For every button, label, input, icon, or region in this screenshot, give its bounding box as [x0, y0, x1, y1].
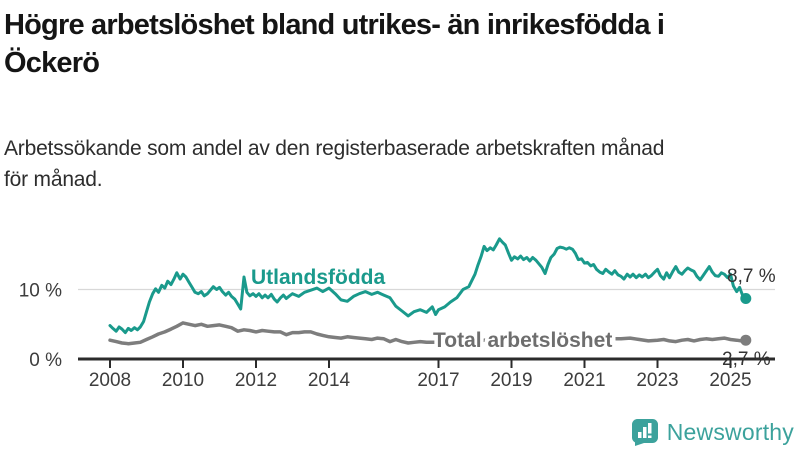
series-end-dot-total-arbetsloshet: [740, 334, 752, 346]
x-axis-tick-label: 2023: [636, 370, 678, 391]
x-axis-tick-label: 2017: [417, 370, 459, 391]
bar-chart-speech-bubble-icon: [631, 419, 658, 446]
logo-bubble-tail: [634, 438, 644, 446]
x-axis-tick-label: 2008: [89, 370, 131, 391]
x-axis-tick-label: 2021: [563, 370, 605, 391]
logo-exclamation-bar: [647, 423, 652, 434]
series-end-dot-utlandsfodda: [740, 293, 752, 304]
y-axis-tick-label: 0 %: [29, 350, 62, 371]
series-end-value-utlandsfodda: 8,7 %: [727, 266, 776, 287]
x-axis-tick-label: 2014: [308, 370, 351, 391]
logo-exclamation-dot: [647, 435, 652, 438]
x-axis-tick-label: 2019: [490, 370, 532, 391]
logo-bar-1: [637, 432, 642, 438]
series-label-utlandsfodda: Utlandsfödda: [251, 266, 385, 289]
series-line-utlandsfodda: [108, 237, 748, 335]
chart-subtitle: Arbetssökande som andel av den registerb…: [4, 137, 665, 191]
series-line-total-arbetsloshet: [108, 321, 748, 346]
series-label-total-arbetsloshet: Total arbetslöshet: [433, 329, 612, 352]
logo-bar-2: [642, 427, 647, 438]
x-axis-tick-label: 2010: [162, 370, 204, 391]
newsworthy-logo: Newsworthy: [631, 418, 794, 446]
y-axis-tick-label: 10 %: [19, 281, 62, 302]
page-title: Högre arbetslöshet bland utrikes- än inr…: [4, 9, 665, 79]
series-end-value-total-arbetsloshet: 2,7 %: [722, 349, 771, 370]
newsworthy-logo-text: Newsworthy: [666, 418, 794, 445]
x-axis-tick-label: 2025: [709, 370, 751, 391]
x-axis-tick-label: 2012: [235, 370, 277, 391]
